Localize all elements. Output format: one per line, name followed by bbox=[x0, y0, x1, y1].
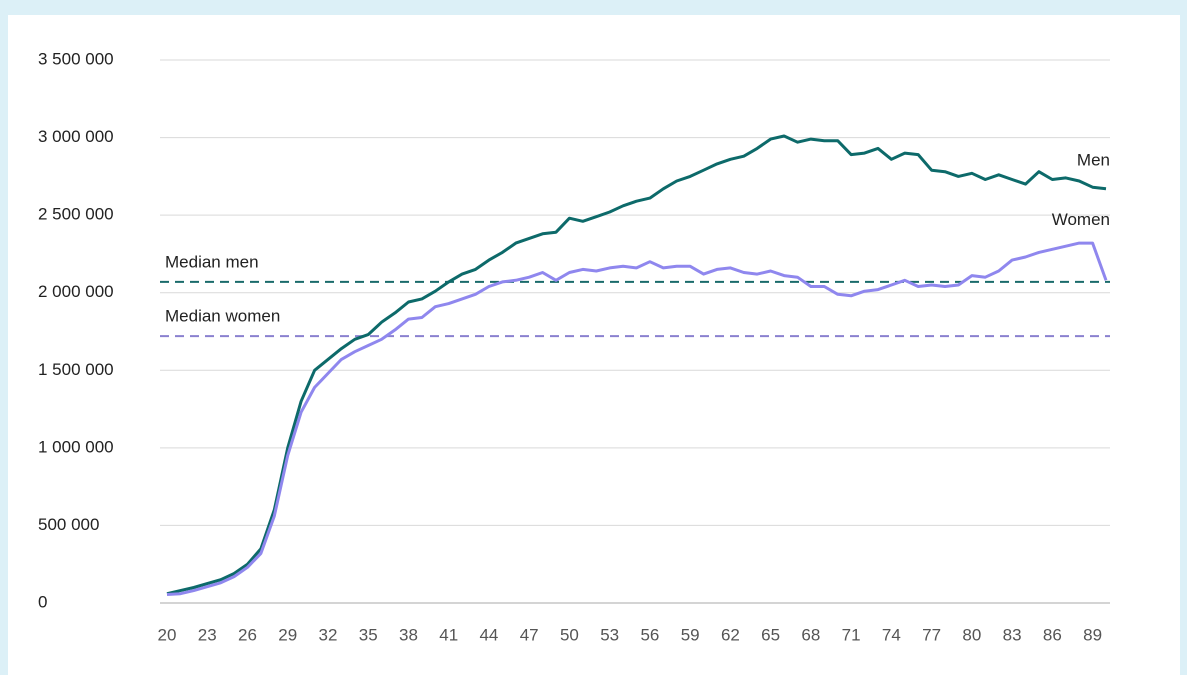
series-label: Women bbox=[1052, 210, 1110, 229]
x-tick-label: 71 bbox=[842, 625, 861, 644]
y-tick-label: 2 000 000 bbox=[38, 282, 114, 301]
x-tick-label: 50 bbox=[560, 625, 579, 644]
panel bbox=[8, 15, 1180, 675]
x-tick-label: 20 bbox=[158, 625, 177, 644]
x-tick-label: 68 bbox=[801, 625, 820, 644]
x-tick-label: 62 bbox=[721, 625, 740, 644]
x-tick-label: 32 bbox=[319, 625, 338, 644]
y-tick-label: 3 000 000 bbox=[38, 127, 114, 146]
x-tick-label: 53 bbox=[600, 625, 619, 644]
x-tick-label: 59 bbox=[681, 625, 700, 644]
y-tick-label: 2 500 000 bbox=[38, 205, 114, 224]
x-tick-label: 26 bbox=[238, 625, 257, 644]
x-tick-label: 44 bbox=[479, 625, 498, 644]
x-tick-label: 77 bbox=[922, 625, 941, 644]
series-line bbox=[166, 241, 1108, 596]
x-tick-label: 80 bbox=[962, 625, 981, 644]
x-tick-label: 65 bbox=[761, 625, 780, 644]
series-label: Men bbox=[1077, 150, 1110, 169]
x-tick-label: 86 bbox=[1043, 625, 1062, 644]
y-tick-label: 0 bbox=[38, 592, 47, 611]
x-tick-label: 74 bbox=[882, 625, 901, 644]
y-tick-label: 3 500 000 bbox=[38, 49, 114, 68]
median-label: Median women bbox=[165, 307, 280, 326]
x-tick-label: 35 bbox=[359, 625, 378, 644]
x-tick-label: 23 bbox=[198, 625, 217, 644]
x-tick-label: 47 bbox=[520, 625, 539, 644]
x-tick-label: 41 bbox=[439, 625, 458, 644]
median-label: Median men bbox=[165, 252, 259, 271]
x-tick-label: 83 bbox=[1003, 625, 1022, 644]
y-tick-label: 500 000 bbox=[38, 515, 99, 534]
x-tick-label: 56 bbox=[640, 625, 659, 644]
y-tick-label: 1 000 000 bbox=[38, 437, 114, 456]
series-line bbox=[166, 134, 1107, 596]
x-tick-label: 38 bbox=[399, 625, 418, 644]
x-tick-label: 29 bbox=[278, 625, 297, 644]
x-tick-label: 89 bbox=[1083, 625, 1102, 644]
y-tick-label: 1 500 000 bbox=[38, 360, 114, 379]
